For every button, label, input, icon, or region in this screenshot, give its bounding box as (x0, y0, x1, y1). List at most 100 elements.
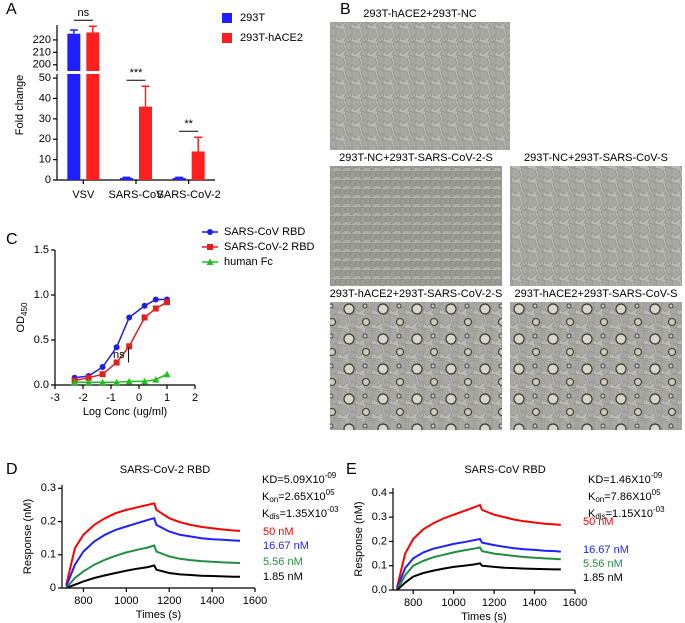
x-tick-label: 1600 (563, 597, 587, 609)
y-tick-label: 0 (45, 174, 51, 186)
x-tick-label: 0 (136, 392, 142, 404)
series-line (65, 502, 241, 585)
kinetic-sup: 05 (652, 488, 661, 497)
y-tick-label: 0.0 (34, 379, 49, 391)
x-axis-label: Times (s) (136, 609, 181, 621)
series-line (396, 562, 561, 591)
micrograph (510, 166, 682, 286)
point (113, 378, 121, 386)
kinetic-text: K (262, 508, 270, 520)
kinetic-sub: on (595, 495, 604, 504)
micrograph-label: 293T-hACE2+293T-NC (363, 8, 476, 20)
series-label: 1.85 nM (583, 572, 623, 584)
x-tick-label: SARS-CoV (108, 189, 164, 201)
y-axis-label: OD450 (15, 302, 29, 332)
point (85, 378, 93, 386)
x-tick-label: 1000 (114, 595, 138, 607)
series-label: 5.56 nM (583, 558, 623, 570)
series-label: 50 nM (583, 516, 614, 528)
y-tick-label: 1.5 (34, 244, 49, 256)
x-tick-label: -2 (78, 392, 88, 404)
error-bar (194, 136, 203, 152)
y-tick-label: 0.0 (372, 584, 387, 596)
kinetic-after: =2.65X10 (278, 491, 325, 503)
x-tick-label: 800 (404, 597, 422, 609)
micrograph (330, 22, 510, 150)
kinetic-constant: Kon=2.65X1005 (262, 488, 335, 504)
bar (139, 106, 152, 180)
x-tick-label: 1400 (522, 597, 546, 609)
bar (191, 151, 205, 180)
point (141, 314, 148, 321)
series-label: 16.67 nM (583, 544, 629, 556)
series-label: 1.85 nM (263, 571, 303, 583)
x-tick-label: SARS-CoV-2 (157, 189, 221, 201)
bar (86, 32, 100, 71)
kinetic-sub: on (269, 495, 278, 504)
bar (120, 177, 133, 180)
kinetic-constant: Kdis=1.15X10-03 (588, 505, 665, 521)
y-tick-label: 0.3 (41, 482, 56, 494)
x-axis-label: Log Conc (ug/ml) (83, 406, 167, 418)
x-tick-label: 1200 (482, 597, 506, 609)
kinetic-text: KD=1.46X10 (588, 474, 651, 486)
y-tick-label: 0.2 (41, 515, 56, 527)
x-tick-label: 1200 (157, 595, 181, 607)
kinetic-text: KD=5.09X10 (262, 474, 325, 486)
panel-letter: B (340, 1, 351, 18)
y-tick-label: 200 (33, 59, 51, 71)
error-bar (69, 29, 78, 34)
y-tick-label: 210 (33, 46, 51, 58)
x-tick-label: 1400 (200, 595, 224, 607)
y-axis-label: Response (nM) (22, 499, 34, 574)
kinetic-constant: KD=1.46X10-09 (588, 471, 663, 486)
point (141, 377, 149, 385)
bar (67, 74, 81, 180)
kinetic-text: K (588, 491, 596, 503)
bar (172, 177, 186, 180)
kinetic-constant: Kdis=1.35X10-03 (262, 505, 339, 521)
x-tick-label: 2 (192, 392, 198, 404)
y-tick-label: 0.2 (372, 535, 387, 547)
kinetic-text: K (262, 491, 270, 503)
series-line (396, 503, 561, 588)
x-tick-label: VSV (72, 189, 95, 201)
legend-label: SARS-CoV-2 RBD (224, 241, 315, 253)
panel-letter: C (6, 231, 18, 248)
kinetic-sub: dis (595, 512, 605, 521)
point (113, 344, 120, 351)
panel-letter: A (6, 1, 17, 18)
x-tick-label: 1 (164, 392, 170, 404)
y-tick-label: 0.5 (34, 334, 49, 346)
y-tick-label: 220 (33, 34, 51, 46)
error-bar (122, 176, 131, 179)
y-tick-label: 10 (39, 154, 51, 166)
kinetic-sup: -09 (651, 471, 663, 480)
point (99, 364, 106, 370)
point (125, 377, 133, 385)
y-axis-label-main: Response (nM) (353, 501, 365, 576)
y-axis-label-main: Response (nM) (22, 499, 34, 574)
y-tick-label: 0.1 (372, 560, 387, 572)
point (152, 305, 159, 312)
error-bar (175, 176, 184, 179)
point (163, 370, 171, 378)
significance-label: ns (78, 7, 90, 19)
y-tick-label: 40 (39, 92, 51, 104)
chart-title: SARS-CoV-2 RBD (120, 464, 211, 476)
kinetic-after: =1.35X10 (280, 508, 327, 520)
x-tick-label: -3 (50, 392, 60, 404)
bar (86, 74, 100, 180)
error-bar (141, 85, 150, 107)
legend-label: 293T (240, 12, 265, 24)
legend-label: 293T-hACE2 (240, 32, 303, 44)
y-tick-label: 0 (50, 582, 56, 594)
micrograph-label: 293T-hACE2+293T-SARS-CoV-2-S (330, 288, 503, 300)
series-line (65, 544, 241, 589)
x-axis-label: Times (s) (461, 611, 506, 623)
series-line (65, 564, 240, 589)
kinetic-constant: KD=5.09X10-09 (262, 471, 337, 486)
point (113, 359, 120, 366)
point (141, 302, 148, 309)
error-bar (88, 25, 97, 33)
